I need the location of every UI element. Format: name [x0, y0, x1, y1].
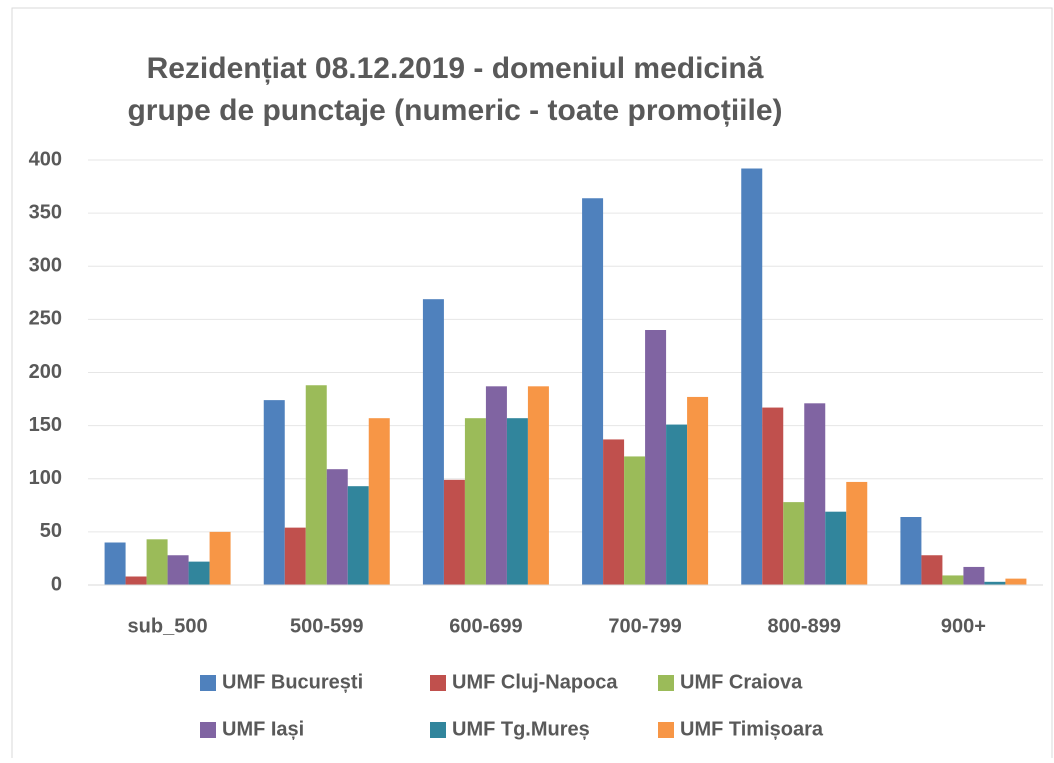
bar [167, 555, 189, 585]
bar [1005, 578, 1027, 585]
legend-swatch [430, 675, 446, 691]
bar [921, 555, 943, 585]
legend-swatch [200, 722, 216, 738]
x-tick-label: 600-699 [449, 615, 522, 637]
chart-title: grupe de punctaje (numeric - toate promo… [127, 94, 782, 127]
bar [687, 396, 709, 585]
bar [326, 469, 348, 585]
y-tick-label: 200 [29, 361, 62, 383]
bar [368, 418, 390, 585]
bar [762, 407, 784, 585]
legend-swatch [658, 675, 674, 691]
y-tick-label: 350 [29, 201, 62, 223]
bar [104, 542, 126, 585]
bar [645, 330, 667, 585]
bar [984, 581, 1006, 585]
bar [422, 299, 444, 585]
x-tick-label: 700-799 [608, 615, 681, 637]
chart-border [11, 7, 1053, 763]
bar [305, 385, 327, 585]
bar [900, 517, 922, 585]
x-tick-label: 900+ [941, 615, 986, 637]
bar [603, 439, 625, 585]
legend-swatch [200, 675, 216, 691]
y-tick-label: 50 [40, 520, 62, 542]
legend-label: UMF Timișoara [680, 718, 824, 740]
y-tick-label: 150 [29, 414, 62, 436]
y-tick-label: 100 [29, 467, 62, 489]
y-tick-label: 400 [29, 148, 62, 170]
bar [146, 539, 168, 585]
chart-title: Rezidențiat 08.12.2019 - domeniul medici… [147, 52, 764, 85]
bar [263, 400, 285, 585]
bar [485, 386, 507, 585]
y-tick-label: 0 [51, 573, 62, 595]
y-tick-label: 300 [29, 255, 62, 277]
legend-label: UMF București [222, 671, 363, 693]
bar [284, 527, 306, 585]
bar [443, 479, 465, 585]
bar [464, 418, 486, 585]
bar [624, 456, 646, 585]
bar [804, 403, 826, 585]
bar [347, 486, 369, 585]
bar [666, 424, 688, 585]
bar [125, 576, 147, 585]
legend-swatch [658, 722, 674, 738]
x-tick-label: sub_500 [128, 615, 208, 637]
bar [825, 511, 847, 585]
x-tick-label: 500-599 [290, 615, 363, 637]
legend-label: UMF Iași [222, 718, 304, 740]
bar [582, 198, 604, 585]
bar [527, 386, 549, 585]
bar [506, 418, 528, 585]
bar [783, 502, 805, 585]
legend-label: UMF Cluj-Napoca [452, 671, 618, 693]
bar [846, 481, 868, 585]
bar [188, 561, 210, 585]
bar [963, 566, 985, 585]
bar [209, 531, 231, 585]
bar [741, 168, 763, 585]
x-tick-label: 800-899 [768, 615, 841, 637]
legend-label: UMF Tg.Mureș [452, 718, 590, 740]
bar [942, 575, 964, 585]
y-tick-label: 250 [29, 308, 62, 330]
legend-label: UMF Craiova [680, 671, 803, 693]
legend-swatch [430, 722, 446, 738]
